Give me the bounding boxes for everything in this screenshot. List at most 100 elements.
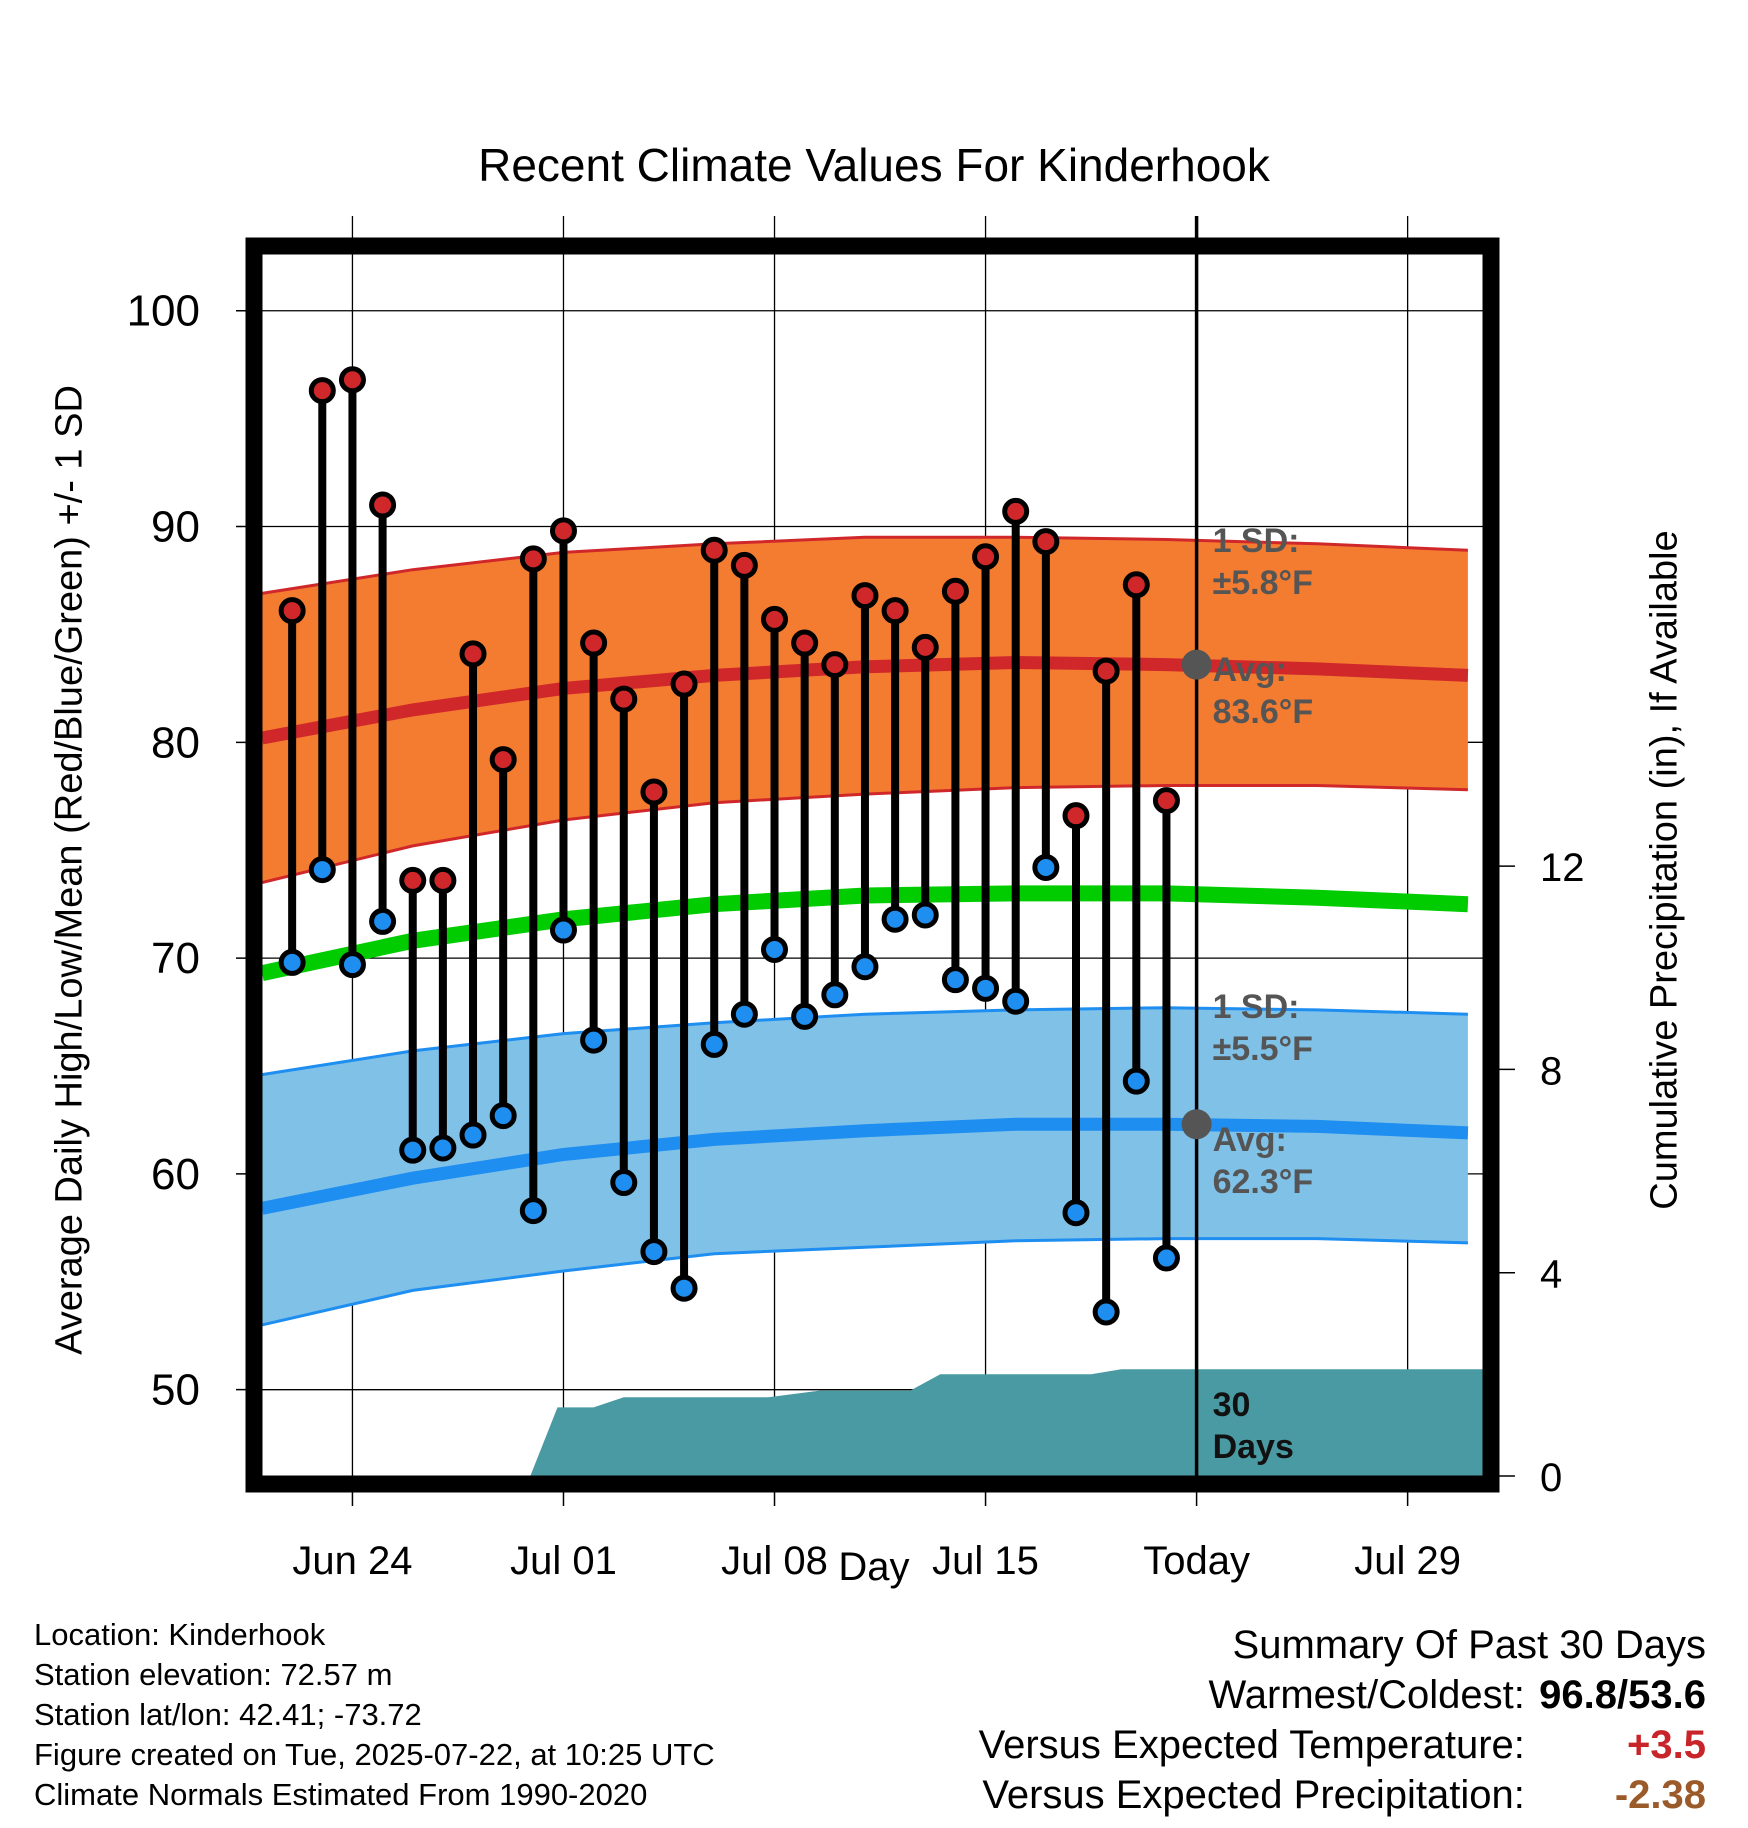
high-point-day-3 [338,366,366,394]
low-sd-label: 1 SD: [1213,988,1300,1026]
low-sd-value: ±5.5°F [1213,1030,1313,1068]
precip-cumulative-area [262,1369,1483,1476]
low-point-day-4 [369,907,397,935]
low-point-day-8 [489,1102,517,1130]
high-point-day-17 [761,605,789,633]
x-tick-label-today: Today [1143,1539,1250,1583]
normals-text: Climate Normals Estimated From 1990-2020 [34,1777,648,1812]
y-tick-label-60: 60 [151,1150,200,1199]
observed-values [278,366,1180,1326]
axes: 50 60 70 80 90 100 0 4 8 12 Jun 24 Jul 01 Jul 08 Jul … [127,216,1585,1583]
created-text: Figure created on Tue, 2025-07-22, at 10… [34,1737,715,1772]
high-point-day-23 [941,577,969,605]
high-point-day-12 [610,685,638,713]
high-point-day-20 [851,582,879,610]
low-point-day-21 [881,905,909,933]
summary-heading: Summary Of Past 30 Days [1232,1623,1706,1667]
low-point-day-15 [700,1030,728,1058]
x-tick-label-jun-24: Jun 24 [292,1539,412,1583]
high-point-day-15 [700,536,728,564]
low-point-day-3 [338,951,366,979]
high-sd-label: 1 SD: [1213,522,1300,560]
summary-panel: Summary Of Past 30 Days Warmest/Coldest:… [979,1620,1706,1820]
elevation-text: Station elevation: 72.57 m [34,1657,393,1692]
high-point-day-1 [278,597,306,625]
low-avg-marker [1181,1109,1212,1140]
low-sd-lower-line [261,1237,1468,1327]
high-point-day-29 [1122,571,1150,599]
high-point-day-27 [1062,802,1090,830]
low-point-day-12 [610,1169,638,1197]
high-point-day-8 [489,746,517,774]
low-point-day-11 [580,1026,608,1054]
low-point-day-20 [851,953,879,981]
low-point-day-25 [1002,987,1030,1015]
low-point-day-17 [761,935,789,963]
high-point-day-21 [881,597,909,625]
low-point-day-24 [972,974,1000,1002]
low-avg-label: Avg: [1213,1121,1287,1159]
low-point-day-2 [308,856,336,884]
summary-precip: Versus Expected Precipitation: -2.38 [979,1770,1706,1820]
temp-value: +3.5 [1627,1723,1706,1767]
precip-label: Versus Expected Precipitation: [982,1773,1525,1817]
plot-frame [245,237,1500,1493]
high-sd-upper-line [261,535,1468,595]
low-point-day-14 [670,1274,698,1302]
precip-tick-label-12: 12 [1540,846,1585,890]
low-point-day-19 [821,981,849,1009]
low-mean-line [260,1117,1469,1215]
low-point-day-18 [791,1002,819,1030]
low-point-day-9 [519,1197,547,1225]
low-sd-upper-line [261,1006,1468,1077]
x-axis-label: Day [838,1545,910,1589]
high-point-day-4 [369,491,397,519]
low-point-day-26 [1032,853,1060,881]
precip-area [262,1369,1483,1476]
low-point-day-1 [278,948,306,976]
high-avg-marker [1181,649,1212,680]
low-point-day-6 [429,1134,457,1162]
low-point-day-28 [1092,1298,1120,1326]
high-point-day-11 [580,629,608,657]
summary-temp: Versus Expected Temperature: +3.5 [979,1720,1706,1770]
low-point-day-23 [941,966,969,994]
low-avg-value: 62.3°F [1213,1163,1314,1201]
precip-tick-label-4: 4 [1540,1253,1562,1297]
high-point-day-2 [308,377,336,405]
low-point-day-13 [640,1238,668,1266]
temp-label: Versus Expected Temperature: [978,1723,1525,1767]
high-point-day-5 [399,866,427,894]
low-point-day-10 [549,916,577,944]
x-tick-label-jul-29: Jul 29 [1354,1539,1461,1583]
high-point-day-9 [519,545,547,573]
location-text: Location: Kinderhook [34,1617,326,1652]
high-point-day-24 [972,543,1000,571]
y-tick-label-50: 50 [151,1366,200,1415]
high-sd-value: ±5.8°F [1213,564,1313,602]
x-tick-label-jul-15: Jul 15 [932,1539,1039,1583]
high-avg-label: Avg: [1213,651,1287,689]
high-point-day-14 [670,670,698,698]
y-tick-label-90: 90 [151,503,200,552]
high-point-day-19 [821,651,849,679]
low-point-day-22 [911,901,939,929]
low-point-day-30 [1152,1244,1180,1272]
high-point-day-28 [1092,657,1120,685]
y-tick-label-70: 70 [151,934,200,983]
high-point-day-30 [1152,787,1180,815]
x-tick-label-jul-01: Jul 01 [510,1539,617,1583]
precip-tick-label-8: 8 [1540,1049,1562,1093]
warm-cold-label: Warmest/Coldest: [1208,1673,1525,1717]
y-tick-label-100: 100 [127,287,200,336]
y-tick-label-80: 80 [151,718,200,767]
high-point-day-25 [1002,497,1030,525]
x-tick-label-jul-08: Jul 08 [721,1539,828,1583]
high-point-day-10 [549,517,577,545]
summary-warm-cold: Warmest/Coldest: 96.8/53.6 [979,1670,1707,1720]
chart-title: Recent Climate Values For Kinderhook [478,139,1270,191]
precip-days-number: 30 [1213,1386,1251,1424]
high-point-day-18 [791,629,819,657]
warm-cold-value: 96.8/53.6 [1539,1673,1706,1717]
